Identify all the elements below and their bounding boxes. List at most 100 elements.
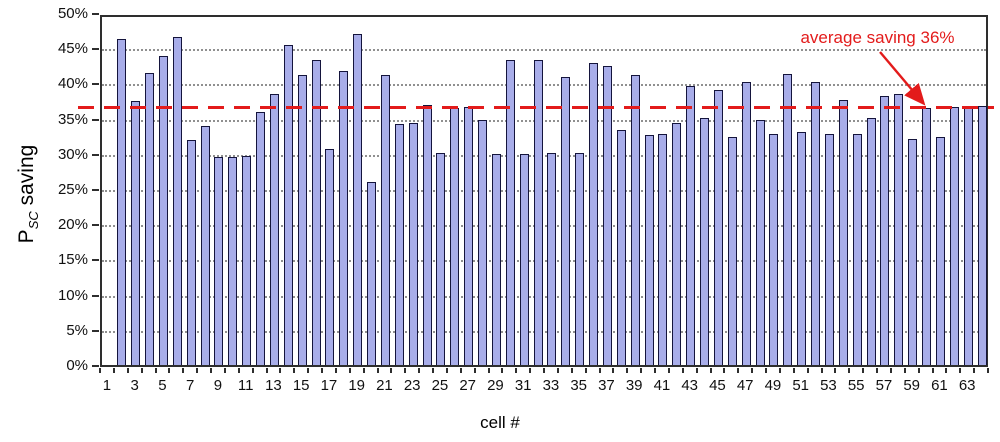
y-tick bbox=[92, 365, 99, 367]
bar bbox=[242, 156, 252, 365]
bar bbox=[700, 118, 710, 365]
x-tick-label: 47 bbox=[736, 377, 754, 394]
x-tick-label: 13 bbox=[265, 377, 282, 394]
x-tick bbox=[473, 368, 476, 373]
x-tick bbox=[570, 368, 573, 373]
bar bbox=[866, 118, 876, 365]
bar bbox=[394, 123, 404, 365]
bar bbox=[478, 119, 488, 365]
bar bbox=[589, 62, 599, 365]
y-tick-label: 30% bbox=[57, 145, 88, 163]
x-tick bbox=[487, 368, 490, 373]
x-tick-label: 59 bbox=[903, 377, 921, 394]
x-tick bbox=[279, 368, 282, 373]
bar bbox=[672, 123, 682, 365]
bar bbox=[713, 90, 723, 365]
bar bbox=[186, 140, 196, 365]
y-tick-label: 5% bbox=[66, 321, 88, 339]
bar bbox=[630, 75, 640, 365]
bar bbox=[755, 120, 765, 365]
y-tick bbox=[92, 259, 99, 262]
y-tick bbox=[92, 294, 99, 297]
x-tick bbox=[626, 368, 629, 373]
x-tick bbox=[334, 368, 337, 373]
x-tick bbox=[681, 368, 684, 373]
x-tick bbox=[876, 368, 878, 373]
x-tick-label: 35 bbox=[570, 377, 588, 394]
x-tick-label: 17 bbox=[320, 377, 338, 394]
x-tick bbox=[237, 368, 240, 373]
x-tick bbox=[556, 368, 559, 373]
x-tick bbox=[432, 368, 434, 373]
bar bbox=[380, 75, 390, 365]
y-tick bbox=[92, 13, 99, 15]
x-tick bbox=[848, 368, 851, 373]
bar bbox=[353, 34, 363, 365]
x-tick bbox=[140, 368, 143, 373]
x-tick-label: 7 bbox=[186, 377, 195, 394]
bar bbox=[824, 133, 834, 365]
bar bbox=[131, 100, 141, 365]
x-tick-label: 31 bbox=[514, 377, 532, 394]
x-tick-label: 43 bbox=[681, 377, 699, 394]
x-tick bbox=[362, 368, 365, 373]
y-tick bbox=[92, 83, 99, 86]
y-axis-title: PSC saving bbox=[15, 104, 49, 284]
gridline bbox=[102, 330, 986, 333]
bar bbox=[422, 104, 432, 365]
x-tick bbox=[251, 368, 254, 373]
x-tick bbox=[126, 368, 129, 373]
bar bbox=[311, 60, 321, 365]
x-tick bbox=[723, 368, 726, 373]
y-tick-label: 10% bbox=[57, 286, 88, 304]
gridline bbox=[102, 225, 986, 228]
bar bbox=[367, 181, 377, 365]
x-tick bbox=[445, 368, 448, 373]
x-tick bbox=[862, 368, 865, 373]
x-tick bbox=[820, 368, 823, 373]
bar bbox=[935, 137, 945, 365]
bar bbox=[658, 133, 668, 365]
bar bbox=[561, 76, 571, 365]
bar bbox=[145, 73, 155, 365]
x-tick bbox=[210, 368, 212, 373]
x-tick bbox=[543, 368, 545, 373]
x-tick-label: 23 bbox=[403, 377, 421, 394]
x-tick bbox=[834, 368, 837, 373]
x-tick-label: 39 bbox=[625, 377, 643, 394]
x-tick bbox=[640, 368, 643, 373]
y-tick bbox=[92, 153, 99, 156]
bar bbox=[214, 156, 224, 365]
y-tick-label: 50% bbox=[57, 5, 88, 22]
y-tick-label: 15% bbox=[57, 251, 88, 269]
bar bbox=[450, 107, 460, 365]
x-tick bbox=[265, 368, 268, 373]
x-tick bbox=[182, 368, 185, 373]
bar bbox=[769, 133, 779, 365]
x-tick-label: 3 bbox=[130, 377, 139, 394]
x-tick bbox=[293, 368, 296, 373]
x-tick bbox=[404, 368, 407, 373]
bar bbox=[297, 74, 307, 365]
x-tick-label: 25 bbox=[431, 377, 449, 394]
average-line bbox=[78, 106, 994, 110]
x-tick-label: 19 bbox=[348, 377, 366, 394]
bar bbox=[228, 156, 238, 365]
x-tick bbox=[737, 368, 740, 373]
x-tick bbox=[418, 368, 421, 373]
bar bbox=[838, 99, 848, 365]
y-tick-label: 0% bbox=[66, 357, 88, 374]
bar bbox=[408, 123, 418, 365]
x-tick bbox=[112, 368, 115, 373]
y-tick bbox=[92, 189, 99, 191]
x-tick-label: 15 bbox=[292, 377, 310, 394]
x-tick bbox=[792, 368, 795, 373]
x-tick bbox=[889, 368, 892, 373]
x-tick-label: 57 bbox=[875, 377, 893, 394]
bar bbox=[464, 106, 474, 365]
bar bbox=[172, 36, 182, 365]
gridline bbox=[102, 190, 986, 192]
x-tick bbox=[584, 368, 587, 373]
y-tick bbox=[92, 48, 99, 51]
x-tick bbox=[459, 368, 462, 373]
